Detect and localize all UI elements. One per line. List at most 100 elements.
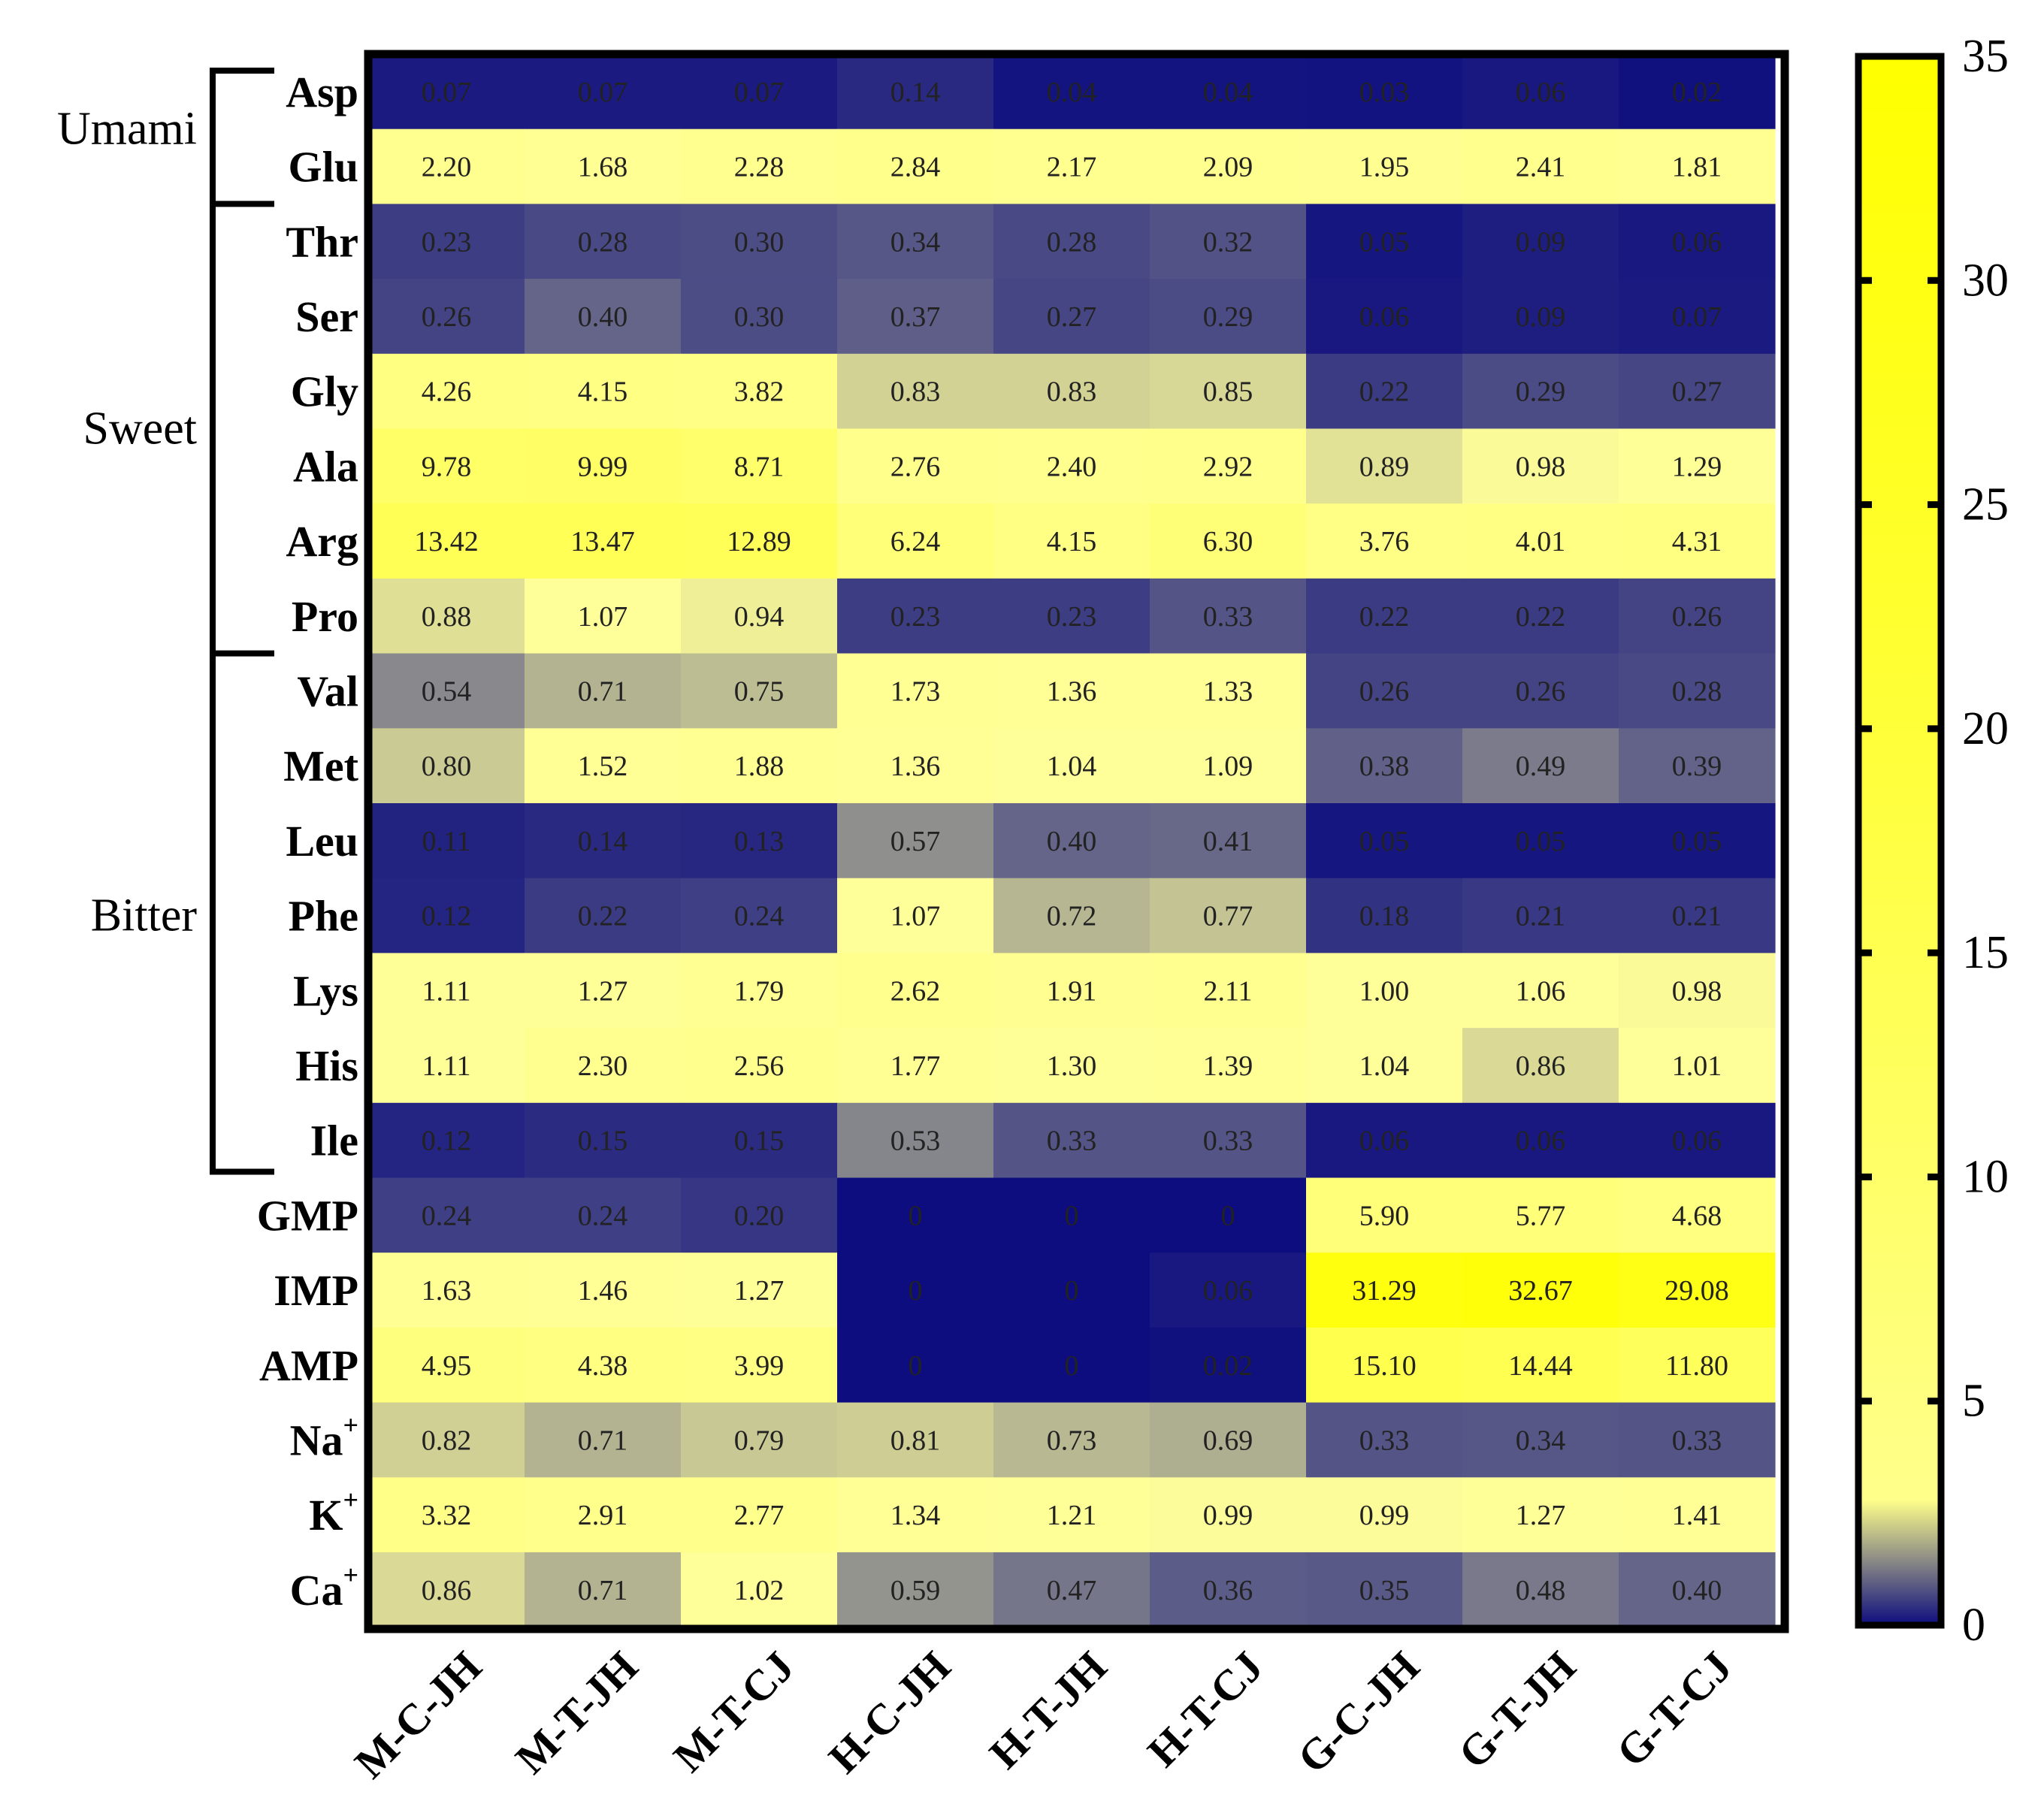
column-label: H-T-JH <box>980 1642 1116 1778</box>
cell-value: 13.47 <box>570 526 635 558</box>
cell-value: 0.26 <box>422 301 472 333</box>
cell-value: 0.30 <box>734 226 785 258</box>
column-label: H-T-CJ <box>1138 1642 1272 1776</box>
cell-value: 1.02 <box>734 1575 785 1606</box>
cell-value: 0.59 <box>890 1575 941 1606</box>
heatmap-cell <box>837 1327 994 1404</box>
heatmap-cell <box>1150 279 1307 355</box>
heatmap-cell <box>525 1552 682 1628</box>
cell-value: 2.30 <box>578 1050 628 1082</box>
heatmap-cell <box>993 1477 1151 1553</box>
heatmap-cell <box>368 1028 525 1104</box>
cell-value: 0.33 <box>1203 601 1253 633</box>
heatmap-cell <box>993 54 1151 130</box>
cell-value: 2.62 <box>890 975 941 1007</box>
heatmap-cell <box>1306 1028 1463 1104</box>
heatmap-cell <box>993 353 1151 430</box>
row-label: K+ <box>309 1485 358 1540</box>
heatmap-cell <box>1619 1402 1776 1478</box>
cell-value: 0.07 <box>422 77 472 108</box>
heatmap-cell <box>681 578 838 654</box>
cell-value: 0.12 <box>422 901 472 932</box>
cell-value: 1.79 <box>734 975 785 1007</box>
cell-value: 0.49 <box>1516 751 1566 782</box>
cell-value: 0.22 <box>1359 376 1410 408</box>
heatmap-cell <box>1462 1552 1619 1628</box>
heatmap-cell <box>993 503 1151 579</box>
cell-value: 0.13 <box>734 826 785 857</box>
heatmap-cell <box>1619 1253 1776 1328</box>
cell-value: 1.11 <box>422 1050 470 1082</box>
heatmap-cell <box>681 1477 838 1553</box>
cell-value: 5.77 <box>1516 1200 1566 1231</box>
cell-value: 15.10 <box>1352 1350 1417 1382</box>
cell-value: 0.39 <box>1672 751 1722 782</box>
heatmap-cell <box>1150 1102 1307 1179</box>
heatmap-cell <box>1150 1028 1307 1104</box>
heatmap-cell <box>1306 1253 1463 1328</box>
cell-value: 0 <box>1065 1200 1079 1231</box>
cell-value: 0 <box>909 1350 923 1382</box>
cell-value: 0.22 <box>1516 601 1566 633</box>
heatmap-cell <box>1306 503 1463 579</box>
row-label: Asp <box>286 68 358 116</box>
cell-value: 29.08 <box>1665 1275 1729 1307</box>
cell-value: 0.33 <box>1359 1425 1410 1456</box>
cell-value: 1.81 <box>1672 152 1722 183</box>
heatmap-cell <box>525 1177 682 1253</box>
row-label: IMP <box>274 1266 358 1315</box>
cell-value: 0.99 <box>1359 1500 1410 1531</box>
cell-value: 0 <box>1065 1275 1079 1307</box>
heatmap-cell <box>1619 1477 1776 1553</box>
cell-value: 0.33 <box>1047 1126 1097 1157</box>
cell-value: 0.71 <box>578 675 628 707</box>
cell-value: 1.09 <box>1203 751 1253 782</box>
heatmap-cell <box>368 803 525 879</box>
cell-value: 1.06 <box>1516 975 1566 1007</box>
heatmap-cell <box>837 1102 994 1179</box>
cell-value: 9.99 <box>578 451 628 482</box>
cell-value: 0.40 <box>578 301 628 333</box>
heatmap-cell <box>837 353 994 430</box>
cell-value: 0.86 <box>422 1575 472 1606</box>
cell-value: 0.35 <box>1359 1575 1410 1606</box>
column-label: M-C-JH <box>345 1642 491 1787</box>
colorbar-ticks: 0 5 10 15 20 25 30 35 <box>1858 31 2009 1651</box>
cell-value: 1.95 <box>1359 152 1410 183</box>
row-label: His <box>295 1041 358 1090</box>
cell-value: 0.98 <box>1516 451 1566 482</box>
heatmap-cell <box>525 1327 682 1404</box>
heatmap-cell <box>1150 54 1307 130</box>
heatmap-cell <box>1462 1477 1619 1553</box>
cell-value: 0.15 <box>734 1126 785 1157</box>
heatmap-cell <box>837 728 994 804</box>
heatmap-cell <box>525 428 682 504</box>
colorbar-tick-label: 10 <box>1962 1151 2009 1202</box>
heatmap-cell <box>1150 128 1307 204</box>
heatmap-cell <box>837 953 994 1029</box>
heatmap-cell <box>837 1177 994 1253</box>
heatmap-cell <box>1306 54 1463 130</box>
cell-value: 0.26 <box>1359 675 1410 707</box>
cell-value: 1.04 <box>1359 1050 1410 1082</box>
cell-value: 0.15 <box>578 1126 628 1157</box>
heatmap-cell <box>1306 653 1463 729</box>
cell-value: 0.27 <box>1047 301 1097 333</box>
cell-value: 1.07 <box>890 901 941 932</box>
cell-value: 0.02 <box>1672 77 1722 108</box>
heatmap-cell <box>681 353 838 430</box>
heatmap-cell <box>1462 1327 1619 1404</box>
heatmap-cell <box>681 1327 838 1404</box>
heatmap-cell <box>1150 578 1307 654</box>
column-labels: M-C-JH M-T-JH M-T-CJ H-C-JH H-T-JH H-T-CJ G-C-… <box>345 1642 1741 1787</box>
cell-value: 0.71 <box>578 1575 628 1606</box>
heatmap-cell <box>525 503 682 579</box>
column-label: H-C-JH <box>819 1642 960 1782</box>
cell-value: 2.11 <box>1203 975 1252 1007</box>
cell-value: 14.44 <box>1508 1350 1573 1382</box>
cell-value: 0.38 <box>1359 751 1410 782</box>
heatmap-cell <box>993 728 1151 804</box>
heatmap-cell <box>525 204 682 280</box>
heatmap-cell <box>837 1552 994 1628</box>
cell-value: 0.83 <box>1047 376 1097 408</box>
